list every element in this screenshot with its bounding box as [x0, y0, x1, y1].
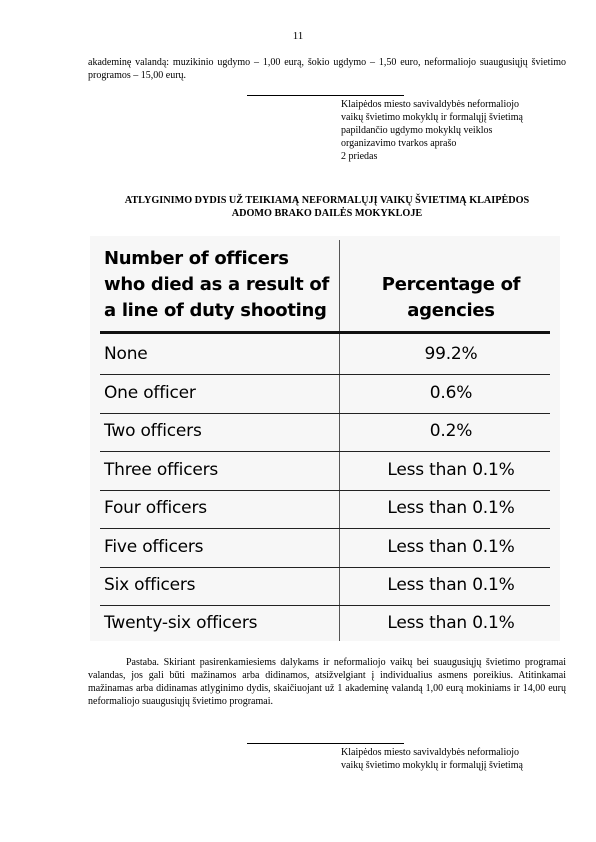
separator-line-top [247, 95, 404, 96]
appendix-number: 2 priedas [341, 151, 378, 162]
row-divider [100, 605, 550, 606]
header-rule [100, 331, 550, 334]
appendix-line: vaikų švietimo mokyklų ir formalųjį švie… [341, 760, 523, 771]
header-line: Number of officers [104, 248, 289, 269]
table-row: Six officers Less than 0.1% [100, 567, 550, 605]
appendix-line: Klaipėdos miesto savivaldybės neformalio… [341, 99, 520, 110]
row-label: One officer [104, 383, 196, 403]
column-header-percentage: Percentage of agencies [342, 272, 560, 324]
row-value: Less than 0.1% [387, 498, 515, 518]
row-value: Less than 0.1% [387, 537, 515, 557]
table-row: Twenty-six officers Less than 0.1% [100, 605, 550, 643]
header-line: Percentage of [381, 274, 521, 295]
table-row: Three officers Less than 0.1% [100, 452, 550, 490]
appendix-note-bottom: Klaipėdos miesto savivaldybės neformalio… [341, 746, 581, 772]
title-line: ATLYGINIMO DYDIS UŽ TEIKIAMĄ NEFORMALŲJĮ… [124, 195, 530, 206]
row-label: Six officers [104, 575, 196, 595]
row-divider [100, 490, 550, 491]
row-divider [100, 451, 550, 452]
appendix-note-top: Klaipėdos miesto savivaldybės neformalio… [341, 98, 581, 163]
row-divider [100, 413, 550, 414]
appendix-line: vaikų švietimo mokyklų ir formalųjį švie… [341, 112, 523, 123]
row-value: 0.2% [429, 421, 473, 441]
row-value: Less than 0.1% [387, 613, 515, 633]
table-row: Four officers Less than 0.1% [100, 490, 550, 528]
column-header-officers: Number of officers who died as a result … [104, 246, 329, 324]
document-title: ATLYGINIMO DYDIS UŽ TEIKIAMĄ NEFORMALŲJĮ… [88, 194, 566, 220]
row-label: None [104, 344, 148, 364]
table-row: Two officers 0.2% [100, 413, 550, 451]
row-value: Less than 0.1% [387, 460, 515, 480]
row-value: 0.6% [429, 383, 473, 403]
title-line: ADOMO BRAKO DAILĖS MOKYKLOJE [231, 208, 423, 219]
row-divider [100, 567, 550, 568]
column-divider [339, 240, 340, 641]
row-label: Three officers [104, 460, 219, 480]
row-divider [100, 374, 550, 375]
note-paragraph: Pastaba. Skiriant pasirenkamiesiems daly… [88, 657, 566, 707]
appendix-line: papildančio ugdymo mokyklų veiklos [341, 125, 493, 136]
header-line: agencies [407, 300, 495, 321]
header-line: who died as a result of [104, 274, 329, 295]
table-row: One officer 0.6% [100, 375, 550, 413]
officers-table-image: Number of officers who died as a result … [90, 236, 560, 641]
row-label: Two officers [104, 421, 202, 441]
table-row: None 99.2% [100, 336, 550, 374]
row-label: Five officers [104, 537, 204, 557]
separator-line-bottom [247, 743, 404, 744]
header-line: a line of duty shooting [104, 300, 327, 321]
row-value: Less than 0.1% [387, 575, 515, 595]
row-label: Twenty-six officers [104, 613, 258, 633]
appendix-line: Klaipėdos miesto savivaldybės neformalio… [341, 747, 520, 758]
appendix-line: organizavimo tvarkos aprašo [341, 138, 457, 149]
page-number: 11 [292, 30, 304, 42]
intro-paragraph: akademinę valandą: muzikinio ugdymo – 1,… [88, 57, 566, 81]
row-divider [100, 528, 550, 529]
row-label: Four officers [104, 498, 207, 518]
row-value: 99.2% [424, 344, 478, 364]
table-row: Five officers Less than 0.1% [100, 529, 550, 567]
